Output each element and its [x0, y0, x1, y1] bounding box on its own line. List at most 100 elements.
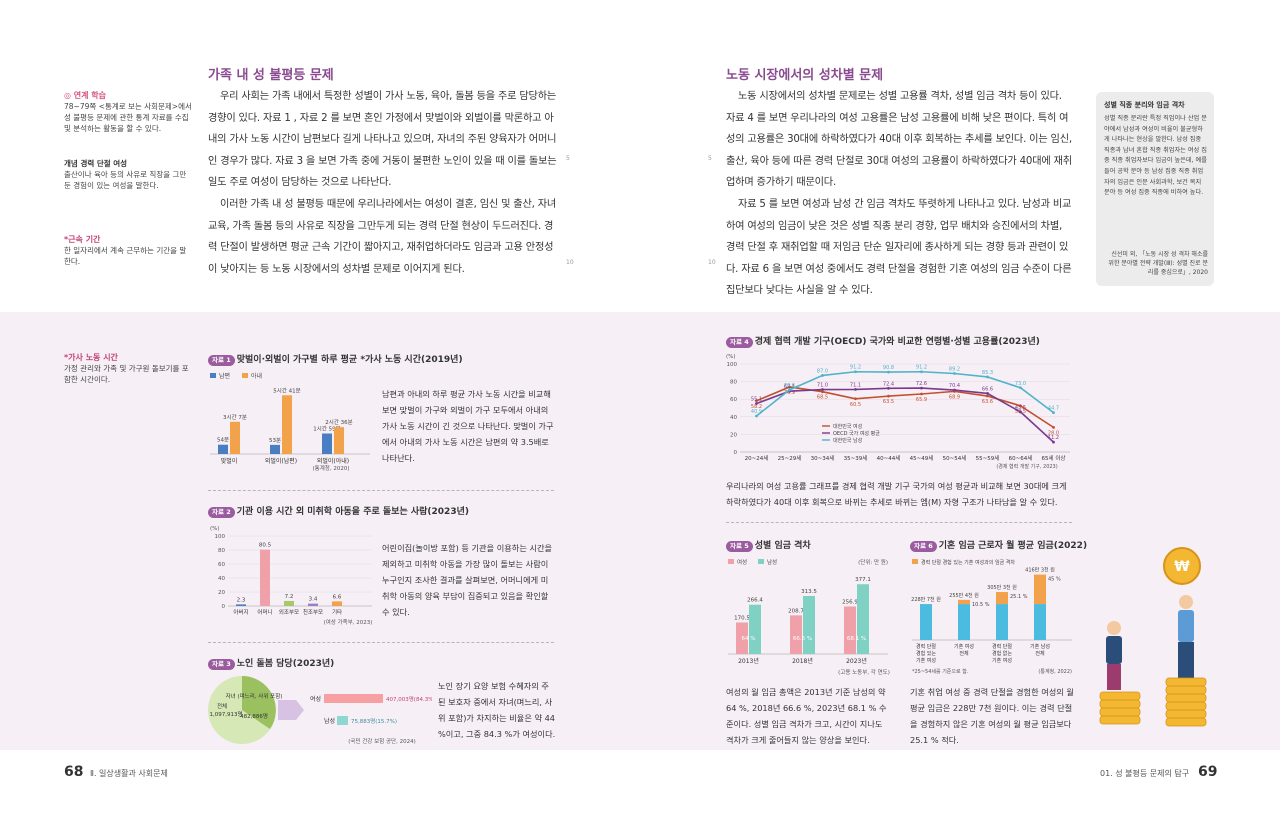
chart3-title: 노인 돌봄 담당(2023년) [236, 659, 335, 669]
chart5-ratio-label: 66.6 % [793, 636, 812, 642]
legend-swatch-gap [912, 559, 918, 564]
chart4-xtick: 50~54세 [943, 454, 967, 462]
chart3-tag: 자료 3 [208, 659, 235, 670]
chart4-point [1052, 425, 1055, 429]
chart5-category-label: 2023년 [846, 657, 867, 665]
chart4-xtick: 25~29세 [778, 454, 802, 462]
chart4-ytick: 100 [727, 362, 738, 368]
chart4-point-label: 91.2 [916, 365, 927, 371]
chart1-bar-label: 5시간 41분 [273, 386, 300, 394]
chart4-point-label: 69.1 [784, 384, 795, 390]
woman-body-icon [1106, 636, 1122, 664]
chart2-bar [332, 601, 342, 606]
chart2-bar [284, 600, 294, 606]
chart4-xtick: 45~49세 [910, 454, 934, 462]
left-section-title: 가족 내 성 불평등 문제 [208, 68, 334, 83]
right-body-text: 노동 시장에서의 성차별 문제로는 성별 고용률 격차, 성별 임금 격차 등이… [726, 86, 1072, 302]
woman-head-icon [1107, 621, 1121, 635]
chart4-point [854, 370, 857, 374]
term-tenure-title: *근속 기간 [64, 235, 101, 244]
legend-label-husband: 남편 [219, 372, 230, 380]
right-paragraph-1: 노동 시장에서의 성차별 문제로는 성별 고용률 격차, 성별 임금 격차 등이… [726, 91, 1072, 189]
man-head-icon [1179, 595, 1193, 609]
man-legs-icon [1178, 642, 1194, 678]
chart5-category-label: 2018년 [792, 657, 813, 665]
chart2-source: (여성 가족부, 2023) [324, 618, 373, 626]
chart6-title-row: 자료 6 기혼 임금 근로자 월 평균 임금(2022) [910, 538, 1087, 552]
chart4-description: 우리나라의 여성 고용률 그래프를 경제 협력 개발 기구 국가의 여성 평균과… [726, 481, 1067, 507]
chart6-bar-label: 228만 7천 원 [911, 596, 941, 603]
chart4-point [920, 370, 923, 374]
chart2-title: 기관 이용 시간 외 미취학 아동을 주로 돌보는 사람(2023년) [236, 507, 469, 517]
chart4-point-label: 45.5 [1015, 405, 1026, 411]
chart4-ytick: 60 [730, 397, 737, 403]
chart1-bar-label: 53분 [269, 437, 281, 444]
chart5-bar-label: 313.5 [801, 589, 817, 595]
chart2-bar-label: 80.5 [259, 543, 272, 549]
chart6-source: (통계청, 2022) [1038, 668, 1072, 675]
right-page-number: 69 [1198, 764, 1218, 780]
chart5-bar-label: 170.5 [734, 615, 750, 621]
chart1-bar [218, 444, 228, 454]
chart2-description: 어린이집(놀이방 포함) 등 기관을 이용하는 시간을 제외하고 미취학 아동을… [382, 543, 553, 617]
chart4-point-label: 66.6 [982, 386, 993, 392]
chart3-female-label: 여성 [310, 695, 321, 703]
chart3-child-slice [242, 676, 276, 729]
chart4-point [788, 385, 791, 389]
sidebox-title: 성별 직종 분리와 임금 격차 [1104, 101, 1185, 109]
chart3-arrow [278, 700, 304, 720]
chart6-category-label: 경험 없는 [992, 650, 1012, 657]
won-coin-icon [1163, 547, 1201, 585]
chart6-note: *25~54세를 기준으로 함. [912, 668, 969, 675]
chart1-title-row: 자료 1 맞벌이·외벌이 가구별 하루 평균 *가사 노동 시간(2019년) [208, 352, 463, 366]
chart6-category-label: 경험 있는 [916, 650, 936, 657]
chart2-ytick: 20 [218, 590, 225, 596]
legend-swatch-wife [242, 373, 248, 378]
right-line-number-10: 10 [708, 259, 716, 266]
chart6-bar [1034, 604, 1046, 640]
chart4-point [887, 386, 890, 390]
chart4-point [920, 392, 923, 396]
chart6-title: 기혼 임금 근로자 월 평균 임금(2022) [938, 541, 1088, 551]
chart4-point [788, 388, 791, 392]
legend-swatch-male [758, 559, 764, 564]
sidebox-body: 성별 직종 분리란 특정 직업이나 산업 분야에서 남성과 여성이 비율이 불균… [1104, 115, 1207, 197]
chart5-bar [790, 615, 802, 654]
divider-2 [208, 642, 554, 643]
chart5-title-row: 자료 5 성별 임금 격차 [726, 538, 811, 552]
legend-label-male: 남성 [767, 558, 777, 566]
chart6-description: 기혼 취업 여성 중 경력 단절을 경험한 여성의 월 평균 임금은 228만 … [910, 687, 1074, 745]
chart6-svg: 경력 단절 경험 있는 기혼 여성과의 임금 격차 228만 7천 원경력 단절… [911, 559, 1072, 675]
chart5-bar-label: 256.9 [842, 599, 858, 605]
chart3-description: 노인 장기 요양 보험 수혜자의 주된 보호자 중에서 자녀(며느리, 사위 포… [438, 681, 556, 739]
chart4-point [755, 402, 758, 405]
chart5-bar [736, 622, 748, 654]
chart1-bar-label: 2시간 36분 [325, 418, 352, 426]
chart2-bar [308, 603, 318, 606]
chart6-tag: 자료 6 [910, 541, 937, 552]
coin-stacks-icon [1099, 677, 1207, 727]
chart6-bar-label: 305만 3천 원 [987, 584, 1017, 591]
chart4-series-line [756, 386, 1054, 429]
chart1-tag: 자료 1 [208, 355, 235, 366]
chart1-title: 맞벌이·외벌이 가구별 하루 평균 *가사 노동 시간(2019년) [236, 355, 463, 365]
pink-background-band [0, 312, 1280, 750]
chart4-series-line [756, 387, 1055, 443]
chart1-category-label: 외벌이(남편) [265, 457, 297, 465]
chart4-point-label: 68.9 [949, 394, 960, 400]
legend-label-female: 여성 [737, 558, 747, 566]
chart4-point-label: 70.4 [949, 383, 960, 389]
chart6-gap-bar [996, 592, 1008, 605]
chart3-male-value: 75,883명(15.7%) [351, 718, 397, 725]
chart1-category-label: 외벌이(아내) [317, 457, 349, 465]
chart4-point [755, 399, 758, 403]
chart3-child-label: 자녀 (며느리, 사위 포함) [226, 692, 283, 700]
chart2-ytick: 100 [215, 534, 226, 540]
chart1-bar-label: 54분 [217, 437, 229, 444]
term-tenure-body: 한 일자리에서 계속 근무하는 기간을 말한다. [64, 246, 187, 266]
chart4-point-label: 73.9 [784, 390, 795, 396]
chart2-category-label: 외조부모 [279, 609, 299, 616]
chart5-unit: (단위: 만 원) [858, 558, 888, 566]
chart4-point-label: 70.6 [784, 383, 795, 389]
chart4-series-line [756, 370, 1054, 417]
